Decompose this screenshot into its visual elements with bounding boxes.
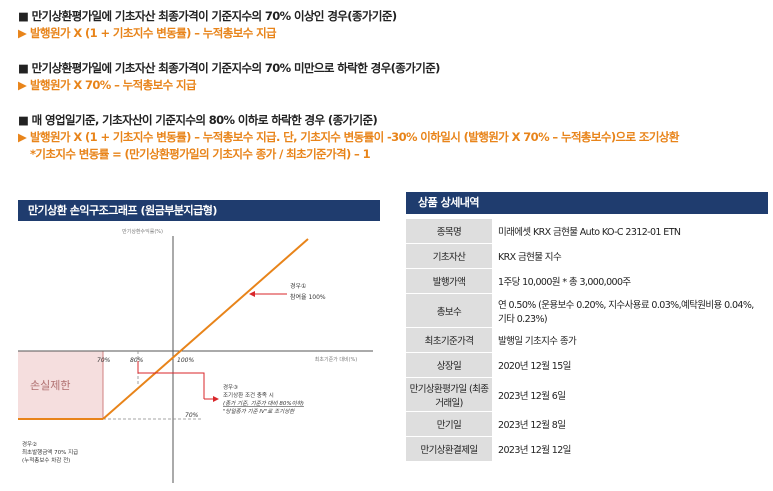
- tick-80: 80%: [130, 357, 144, 364]
- case2-title: 경우②: [22, 441, 37, 448]
- index-change-note: *기초지수 변동률 = (만기상환평가일의 기초지수 종가 / 최초기준가격) …: [30, 147, 371, 161]
- tick-100: 100%: [177, 357, 194, 364]
- row-value: 연 0.50% (운용보수 0.20%, 지수사용료 0.03%,예탁원비용 0…: [492, 293, 768, 328]
- tick-70: 70%: [97, 357, 111, 364]
- case3-line3: "당일종가 기준 IV"로 조기상환: [223, 408, 295, 415]
- case2-line2: (누적총보수 차감 전): [22, 456, 70, 464]
- row-value: KRX 금현물 지수: [492, 243, 768, 269]
- case2-line1: 최초발행금액 70% 지급: [22, 448, 78, 456]
- result-1: ▶ 발행원가 X (1 + 기초지수 변동률) – 누적총보수 지급: [18, 26, 277, 40]
- row-label: 최초기준가격: [406, 327, 492, 353]
- table-row: 만기상환결제일 2023년 12월 12일: [406, 436, 768, 462]
- triangle-right-icon: ▶: [18, 78, 27, 92]
- case3-arrow-path: [137, 361, 205, 399]
- table-row: 최초기준가격 발행일 기초지수 종가: [406, 327, 768, 353]
- x-axis-label: 최초기준가 대비(%): [315, 356, 357, 363]
- y-axis-label: 만기상환수익률(%): [122, 228, 163, 235]
- table-row: 만기상환평가일 (최종거래일) 2023년 12월 6일: [406, 377, 768, 412]
- row-value: 2023년 12월 12일: [492, 436, 768, 462]
- payoff-conditions: ■ 만기상환평가일에 기초자산 최종가격이 기준지수의 70% 이상인 경우(종…: [18, 8, 768, 163]
- row-value: 발행일 기초지수 종가: [492, 327, 768, 353]
- case3-line1: 조기상환 조건 충족 시: [223, 391, 274, 399]
- row-label: 상장일: [406, 352, 492, 378]
- loss-area: [18, 351, 103, 419]
- row-label: 기초자산: [406, 243, 492, 269]
- row-label: 발행가액: [406, 268, 492, 294]
- case1-title: 경우①: [290, 283, 306, 290]
- row-value: 2020년 12월 15일: [492, 352, 768, 378]
- row-label: 만기일: [406, 411, 492, 437]
- condition-1: ■ 만기상환평가일에 기초자산 최종가격이 기준지수의 70% 이상인 경우(종…: [18, 9, 397, 23]
- product-detail-panel: 상품 상세내역 종목명 미래에셋 KRX 금현물 Auto KO-C 2312-0…: [406, 192, 768, 485]
- payoff-graph-panel: 만기상환 손익구조그래프 (원금부분지급형) 만기상환수익률(%) 최초기준가 …: [18, 200, 380, 485]
- row-value: 2023년 12월 8일: [492, 411, 768, 437]
- row-label: 총보수: [406, 293, 492, 328]
- row-value: 1주당 10,000원 * 총 3,000,000주: [492, 268, 768, 294]
- result-2: ▶ 발행원가 X 70% – 누적총보수 지급: [18, 78, 197, 92]
- row-label: 만기상환결제일: [406, 436, 492, 462]
- triangle-right-icon: ▶: [18, 130, 27, 144]
- case3-line2: (종가 기준, 기준가 대비 80%이하): [223, 400, 304, 407]
- table-row: 상장일 2020년 12월 15일: [406, 352, 768, 378]
- tick-70-y: 70%: [185, 412, 199, 419]
- case3-title: 경우③: [223, 384, 238, 391]
- table-row: 종목명 미래에셋 KRX 금현물 Auto KO-C 2312-01 ETN: [406, 218, 768, 244]
- row-value: 2023년 12월 6일: [492, 377, 768, 412]
- payoff-graph: 만기상환수익률(%) 최초기준가 대비(%) 70% 80% 100% 70% …: [18, 228, 373, 483]
- table-row: 만기일 2023년 12월 8일: [406, 411, 768, 437]
- row-value: 미래에셋 KRX 금현물 Auto KO-C 2312-01 ETN: [492, 218, 768, 244]
- condition-2: ■ 만기상환평가일에 기초자산 최종가격이 기준지수의 70% 미만으로 하락한…: [18, 61, 440, 75]
- table-row: 기초자산 KRX 금현물 지수: [406, 243, 768, 269]
- graph-title: 만기상환 손익구조그래프 (원금부분지급형): [18, 200, 380, 221]
- row-label: 만기상환평가일 (최종거래일): [406, 377, 492, 412]
- result-3: ▶ 발행원가 X (1 + 기초지수 변동률) – 누적총보수 지급. 단, 기초…: [18, 130, 679, 144]
- table-row: 발행가액 1주당 10,000원 * 총 3,000,000주: [406, 268, 768, 294]
- payoff-participation-line: [102, 238, 309, 420]
- triangle-right-icon: ▶: [18, 26, 27, 40]
- product-detail-title: 상품 상세내역: [406, 192, 768, 214]
- condition-3: ■ 매 영업일기준, 기초자산이 기준지수의 80% 이하로 하락한 경우 (종…: [18, 113, 378, 127]
- row-label: 종목명: [406, 218, 492, 244]
- case1-desc: 참여율 100%: [290, 293, 326, 301]
- loss-limit-label: 손실제한: [30, 379, 70, 392]
- table-row: 총보수 연 0.50% (운용보수 0.20%, 지수사용료 0.03%,예탁원비…: [406, 293, 768, 328]
- product-detail-table: 종목명 미래에셋 KRX 금현물 Auto KO-C 2312-01 ETN 기초…: [406, 218, 768, 462]
